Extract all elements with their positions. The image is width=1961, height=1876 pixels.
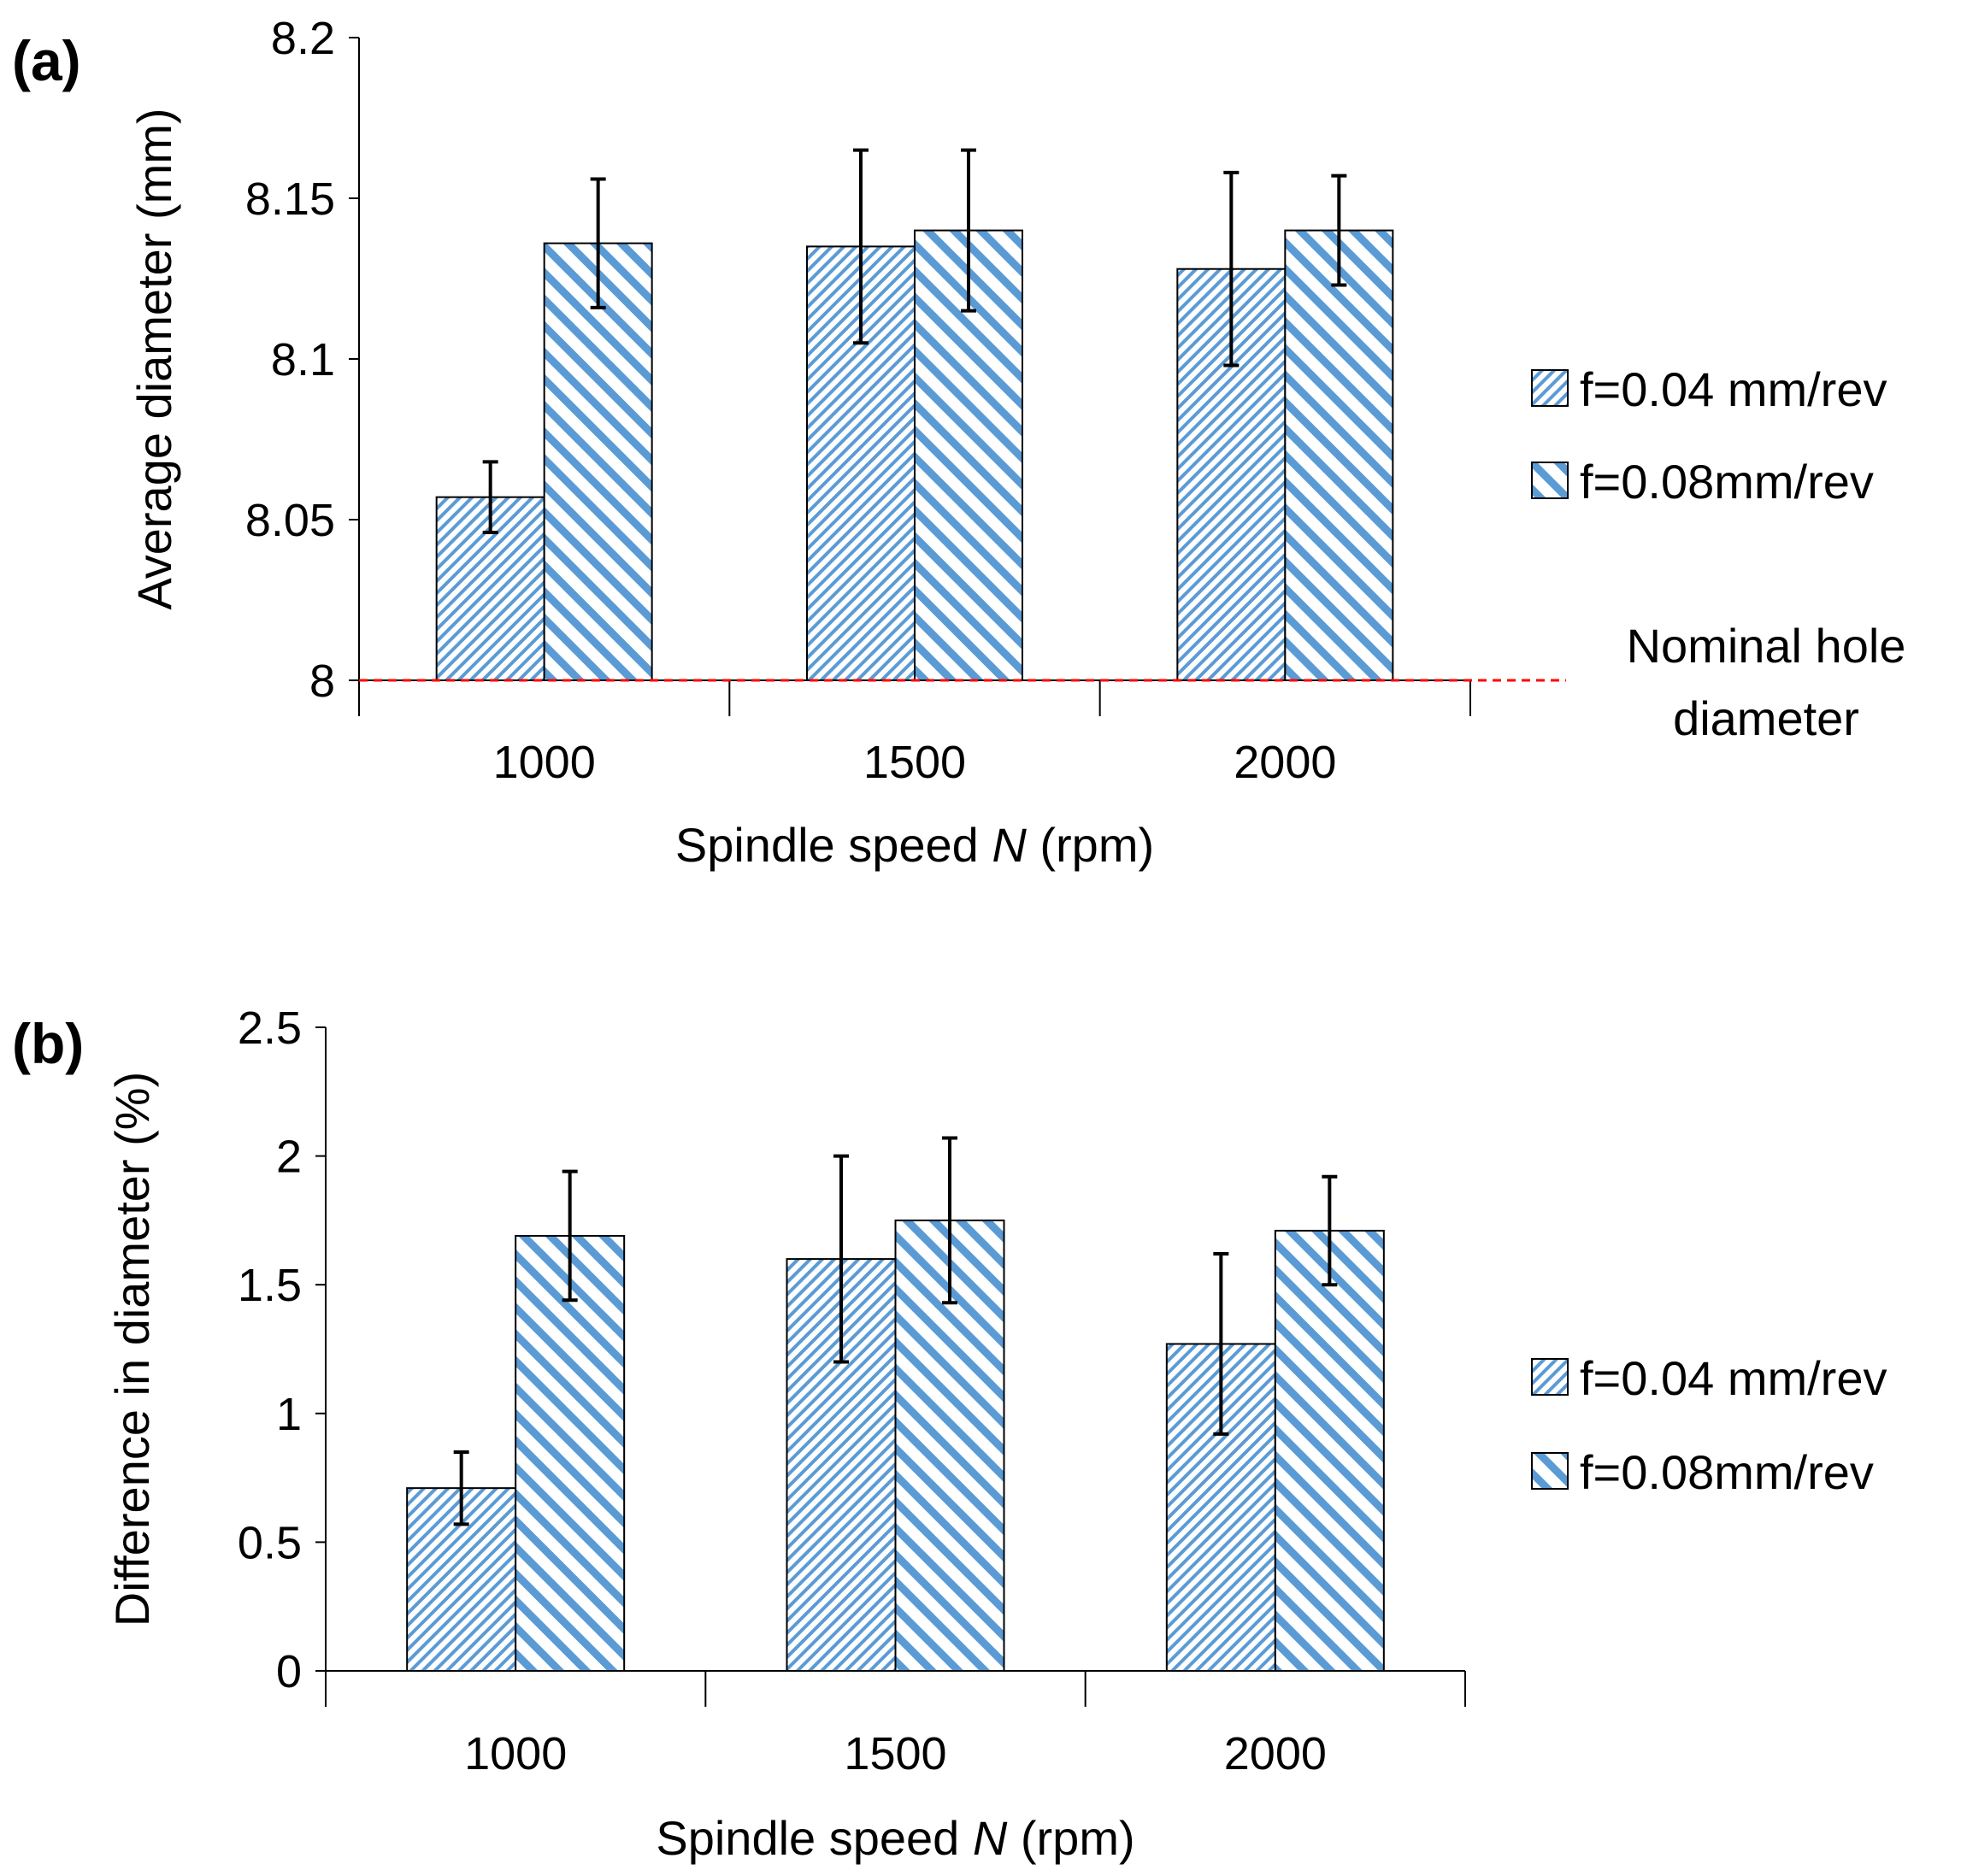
y-axis-title: Average diameter (mm) <box>127 108 181 609</box>
reference-line-label: Nominal hole <box>1627 619 1906 673</box>
x-tick-label: 1500 <box>863 737 966 788</box>
legend-label: f=0.04 mm/rev <box>1580 1351 1887 1405</box>
panel-label: (b) <box>12 1012 84 1075</box>
bar-f008-1000 <box>515 1234 626 1673</box>
y-tick-label: 8.2 <box>271 13 335 64</box>
y-tick-label: 2.5 <box>238 1003 302 1054</box>
x-axis-title: Spindle speed N (rpm) <box>675 818 1154 872</box>
x-tick-label: 1500 <box>844 1728 946 1779</box>
legend-label: f=0.04 mm/rev <box>1580 362 1887 416</box>
legend-label: f=0.08mm/rev <box>1580 455 1874 509</box>
legend-swatch <box>1531 462 1569 499</box>
legend-swatch <box>1531 1358 1569 1396</box>
x-axis-title: Spindle speed N (rpm) <box>656 1811 1134 1865</box>
x-tick-label: 1000 <box>464 1728 567 1779</box>
y-tick-label: 1.5 <box>238 1260 302 1311</box>
x-tick-label: 2000 <box>1224 1728 1327 1779</box>
y-tick-label: 8.05 <box>245 495 335 546</box>
panel-label: (a) <box>12 29 81 92</box>
y-tick-label: 1 <box>276 1389 302 1440</box>
y-axis-title: Difference in diameter (%) <box>105 1072 159 1626</box>
x-tick-label: 2000 <box>1234 737 1336 788</box>
x-tick-label: 1000 <box>493 737 596 788</box>
reference-line-label: diameter <box>1673 691 1859 745</box>
chart-panel-a: (a) 8 8.05 8.1 8.15 8.2 1000 1500 2000 Nominal ho… <box>12 13 1905 872</box>
legend-swatch <box>1531 1452 1569 1490</box>
chart-panel-b: (b) 0 0.5 1 1.5 2 2.5 1000 1500 2000 Spindle speed… <box>12 1003 1887 1865</box>
y-tick-label: 8.1 <box>271 334 335 385</box>
y-tick-label: 0.5 <box>238 1517 302 1568</box>
legend-label: f=0.08mm/rev <box>1580 1445 1874 1499</box>
bar-f008-2000 <box>1274 1229 1385 1672</box>
legend-swatch <box>1531 369 1569 407</box>
bar-f008-2000 <box>1284 229 1394 682</box>
y-tick-label: 2 <box>276 1132 302 1183</box>
y-tick-label: 8.15 <box>245 173 335 225</box>
y-tick-label: 0 <box>276 1646 302 1697</box>
y-tick-label: 8 <box>309 656 335 707</box>
